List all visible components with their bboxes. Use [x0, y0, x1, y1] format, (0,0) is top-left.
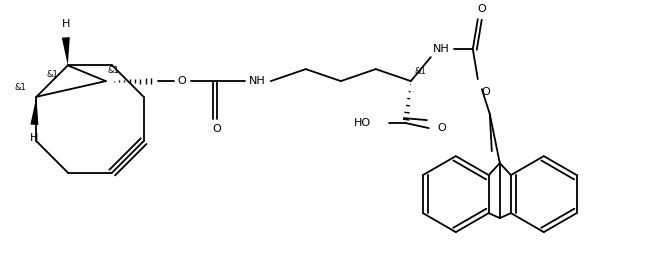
Text: HO: HO	[354, 118, 371, 128]
Text: &1: &1	[46, 70, 58, 79]
Text: H: H	[31, 133, 39, 143]
Text: &1: &1	[15, 83, 27, 92]
Polygon shape	[62, 37, 70, 65]
Text: &1: &1	[108, 66, 120, 75]
Text: O: O	[177, 76, 186, 86]
Text: NH: NH	[248, 76, 265, 86]
Text: O: O	[477, 4, 486, 14]
Text: O: O	[212, 124, 221, 134]
Polygon shape	[31, 97, 39, 125]
Text: O: O	[482, 87, 491, 97]
Text: &1: &1	[415, 67, 426, 76]
Text: O: O	[438, 123, 446, 133]
Text: NH: NH	[432, 44, 449, 54]
Text: H: H	[62, 19, 70, 29]
